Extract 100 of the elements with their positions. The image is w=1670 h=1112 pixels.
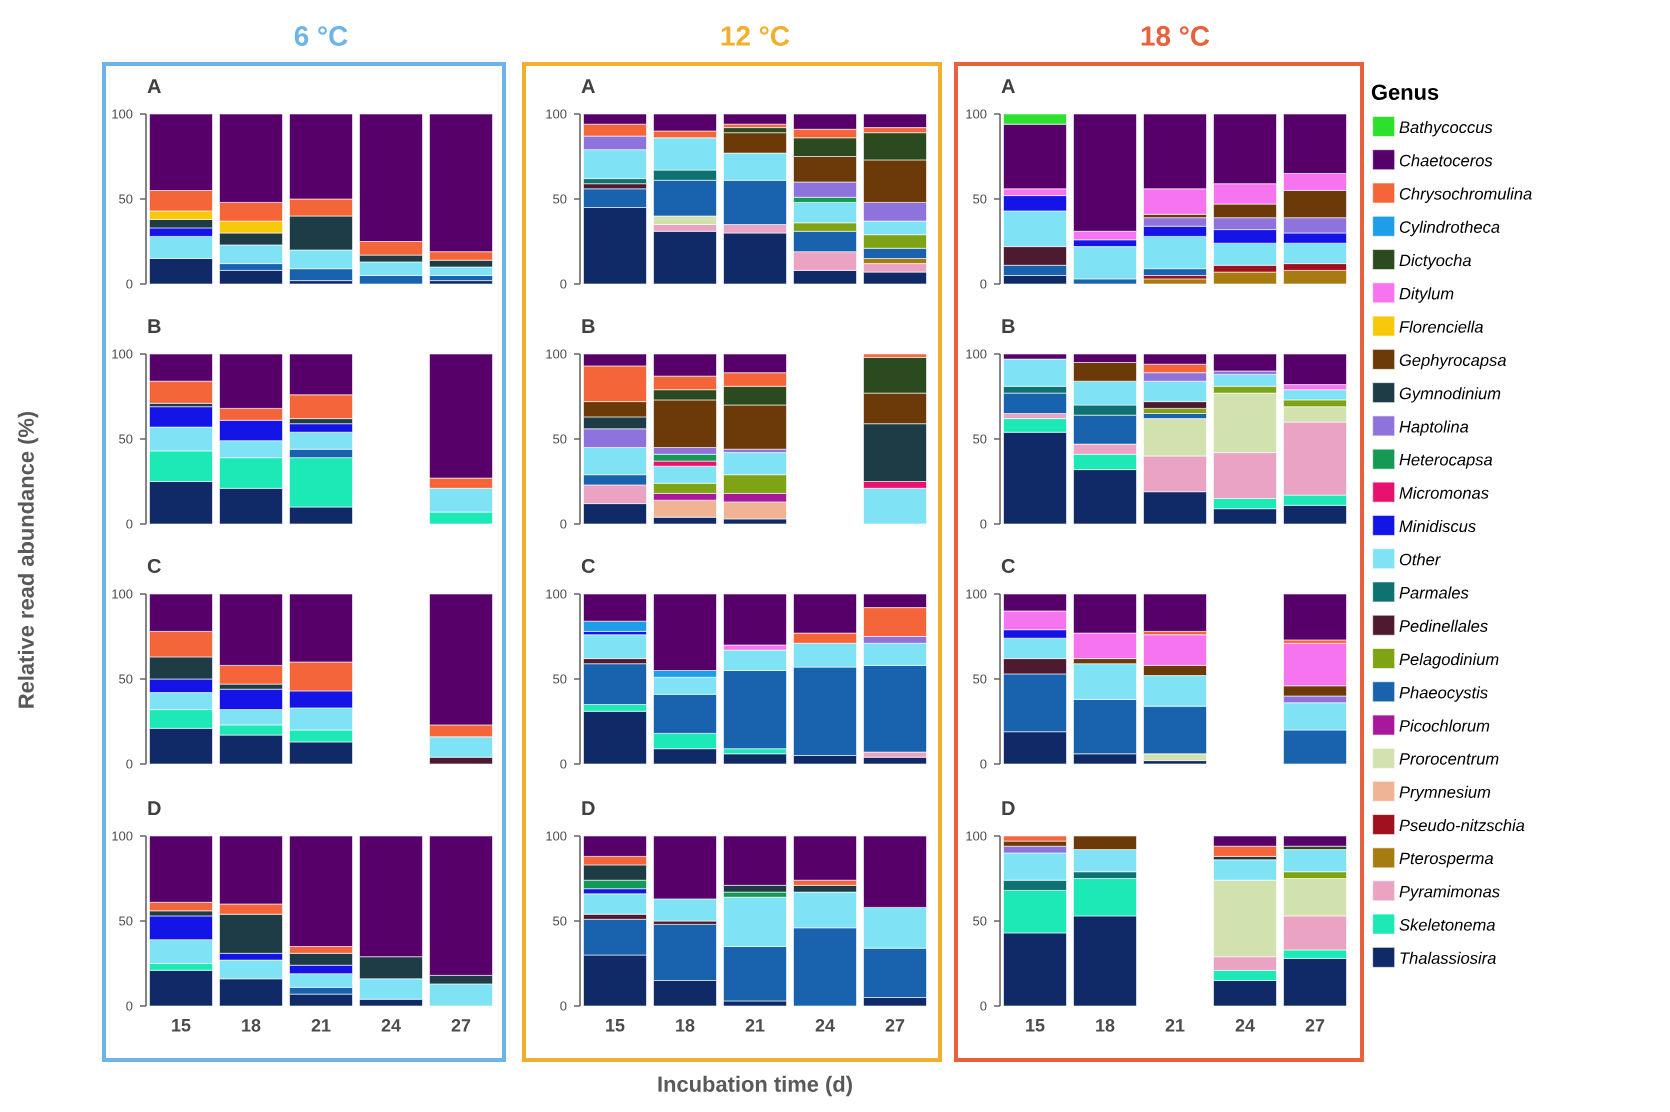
bar xyxy=(1283,958,1347,1007)
bar xyxy=(1073,113,1137,232)
bar xyxy=(583,893,647,915)
legend-label: Ditylum xyxy=(1399,287,1454,303)
legend-label: Gephyrocapsa xyxy=(1399,353,1506,370)
legend-label: Other xyxy=(1399,553,1441,566)
bar xyxy=(1073,246,1137,280)
x-tick-label: 15 xyxy=(172,1019,191,1032)
x-tick-label: 18 xyxy=(242,1019,261,1032)
bar xyxy=(723,501,787,520)
bar xyxy=(289,431,353,450)
bar xyxy=(289,835,353,947)
x-tick-label: 15 xyxy=(606,1019,625,1032)
bar xyxy=(653,113,717,132)
bar xyxy=(723,835,787,886)
bar xyxy=(149,835,213,903)
bar xyxy=(583,864,647,881)
x-tick-label: 21 xyxy=(745,1019,765,1032)
bar xyxy=(289,993,353,1007)
bar xyxy=(863,487,927,525)
legend-label: Thalassiosira xyxy=(1400,951,1496,964)
bar xyxy=(793,835,857,881)
legend-label: Prymnesium xyxy=(1399,785,1491,802)
chart-title: A xyxy=(581,79,595,93)
x-tick-label: 27 xyxy=(451,1019,471,1032)
bar xyxy=(1143,353,1207,365)
legend-title: Genus xyxy=(1371,84,1439,100)
bar xyxy=(1213,271,1277,285)
bar xyxy=(653,453,717,462)
legend-label: Chrysochromulina xyxy=(1399,187,1532,203)
legend-label: Dictyocha xyxy=(1399,254,1471,270)
legend-label: Pelagodinium xyxy=(1399,653,1499,669)
bar xyxy=(1283,504,1347,525)
legend-label: Parmales xyxy=(1399,586,1469,599)
bar xyxy=(1283,270,1347,285)
legend-label: Prorocentrum xyxy=(1399,753,1499,765)
x-tick-label: 15 xyxy=(1026,1019,1045,1032)
bar xyxy=(429,259,493,268)
x-tick-label: 18 xyxy=(676,1019,695,1032)
legend-label: Phaeocystis xyxy=(1399,686,1488,702)
x-tick-label: 24 xyxy=(1235,1019,1255,1032)
legend-label: Pyramimonas xyxy=(1399,885,1500,901)
bar xyxy=(723,593,787,646)
legend-label: Florenciella xyxy=(1399,320,1483,333)
legend-label: Pseudo-nitzschia xyxy=(1399,819,1525,832)
text: 12 °C xyxy=(721,26,790,46)
legend-label: Minidiscus xyxy=(1399,519,1476,533)
bar xyxy=(583,711,647,765)
chart-title: D xyxy=(582,801,595,815)
chart-title: A xyxy=(1001,79,1015,93)
x-tick-label: 24 xyxy=(381,1019,401,1032)
legend-label: Pterosperma xyxy=(1399,852,1494,868)
legend-label: Skeletonema xyxy=(1399,918,1495,931)
bar xyxy=(1283,389,1347,401)
x-tick-label: 27 xyxy=(885,1019,905,1032)
bar xyxy=(793,113,857,130)
bar xyxy=(723,232,787,285)
chart-title: D xyxy=(148,801,161,815)
chart-title: B xyxy=(148,319,161,333)
bar xyxy=(1003,835,1067,842)
bar xyxy=(289,973,353,988)
chart-title: C xyxy=(1001,558,1015,573)
chart-title: B xyxy=(1002,319,1015,333)
legend-label: Chaetoceros xyxy=(1399,154,1493,167)
chart-title: C xyxy=(147,558,161,573)
bar xyxy=(1003,392,1067,414)
x-tick-label: 24 xyxy=(815,1019,835,1032)
bar xyxy=(289,953,353,966)
bar xyxy=(219,913,283,954)
legend-label: Gymnodinium xyxy=(1399,387,1501,403)
bar xyxy=(583,663,647,705)
bar xyxy=(653,179,717,217)
legend-label: Heterocapsa xyxy=(1399,454,1493,469)
bar xyxy=(1283,353,1347,385)
y-axis-title: Relative read abundance (%) xyxy=(17,411,39,708)
bar xyxy=(219,734,283,765)
bar xyxy=(429,983,493,1007)
legend-label: Bathycoccus xyxy=(1399,121,1493,137)
legend-label: Picochlorum xyxy=(1399,719,1490,732)
text: 6 °C xyxy=(294,26,348,46)
bar xyxy=(723,753,787,765)
chart-title: C xyxy=(581,558,595,573)
x-tick-label: 21 xyxy=(1165,1019,1185,1032)
legend-label: Cylindrotheca xyxy=(1399,220,1500,237)
bar xyxy=(653,593,717,671)
chart-title: A xyxy=(147,79,161,93)
legend-label: Micromonas xyxy=(1399,486,1489,499)
legend-label: Haptolina xyxy=(1399,420,1469,436)
x-axis-title: Incubation time (d) xyxy=(658,1075,852,1097)
bar xyxy=(863,113,927,128)
legend-label: Pedinellales xyxy=(1399,619,1488,632)
bar xyxy=(653,230,717,285)
text: 18 °C xyxy=(1141,26,1210,46)
x-tick-label: 27 xyxy=(1305,1019,1325,1032)
x-tick-label: 18 xyxy=(1096,1019,1115,1032)
chart-title: B xyxy=(582,319,595,333)
bar xyxy=(1283,242,1347,264)
chart-title: D xyxy=(1002,801,1015,815)
bar xyxy=(863,756,927,765)
bar xyxy=(863,271,927,285)
